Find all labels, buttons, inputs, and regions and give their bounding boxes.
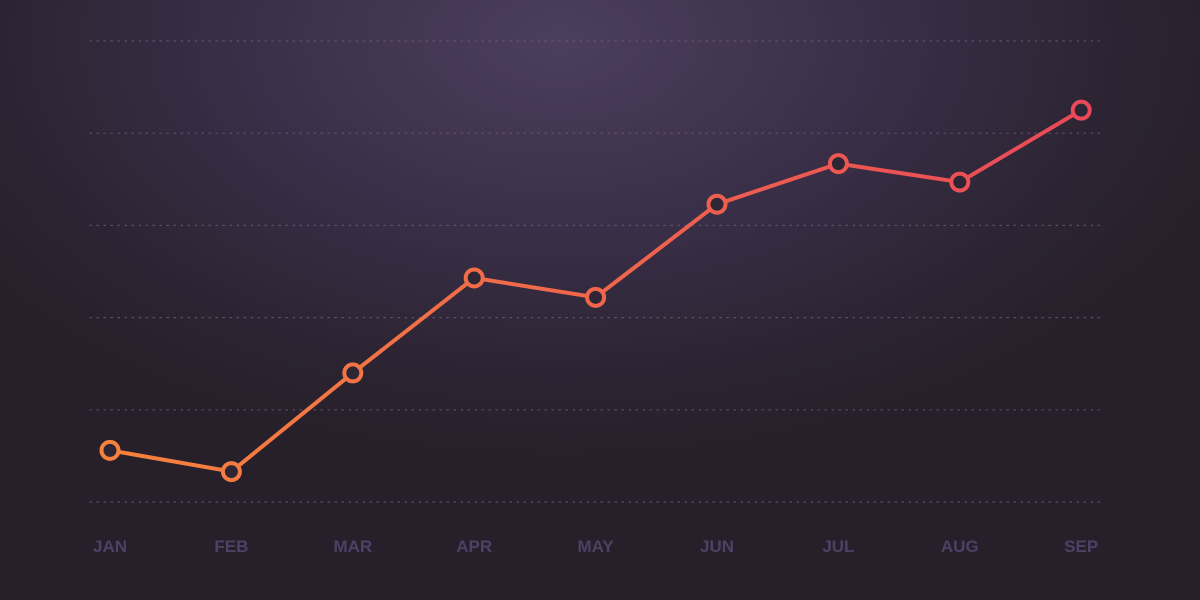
x-tick-label: AUG bbox=[941, 537, 979, 556]
x-axis: JAN FEB MAR APR MAY JUN JUL AUG SEP bbox=[93, 537, 1098, 556]
data-point-jan bbox=[99, 439, 121, 461]
data-point-apr bbox=[463, 267, 485, 289]
x-tick-label: FEB bbox=[214, 537, 248, 556]
data-point-feb bbox=[220, 461, 242, 483]
x-tick-label: JAN bbox=[93, 537, 127, 556]
x-tick-label: JUN bbox=[700, 537, 734, 556]
x-tick-label: MAR bbox=[333, 537, 372, 556]
data-point-jul bbox=[827, 153, 849, 175]
x-tick-label: SEP bbox=[1064, 537, 1098, 556]
x-tick-label: APR bbox=[456, 537, 492, 556]
data-point-sep bbox=[1070, 99, 1092, 121]
data-point-jun bbox=[706, 193, 728, 215]
series bbox=[99, 99, 1092, 483]
data-point-aug bbox=[949, 171, 971, 193]
gridlines bbox=[89, 40, 1106, 503]
x-tick-label: JUL bbox=[822, 537, 854, 556]
x-tick-label: MAY bbox=[577, 537, 614, 556]
data-point-may bbox=[585, 286, 607, 308]
data-point-mar bbox=[342, 362, 364, 384]
